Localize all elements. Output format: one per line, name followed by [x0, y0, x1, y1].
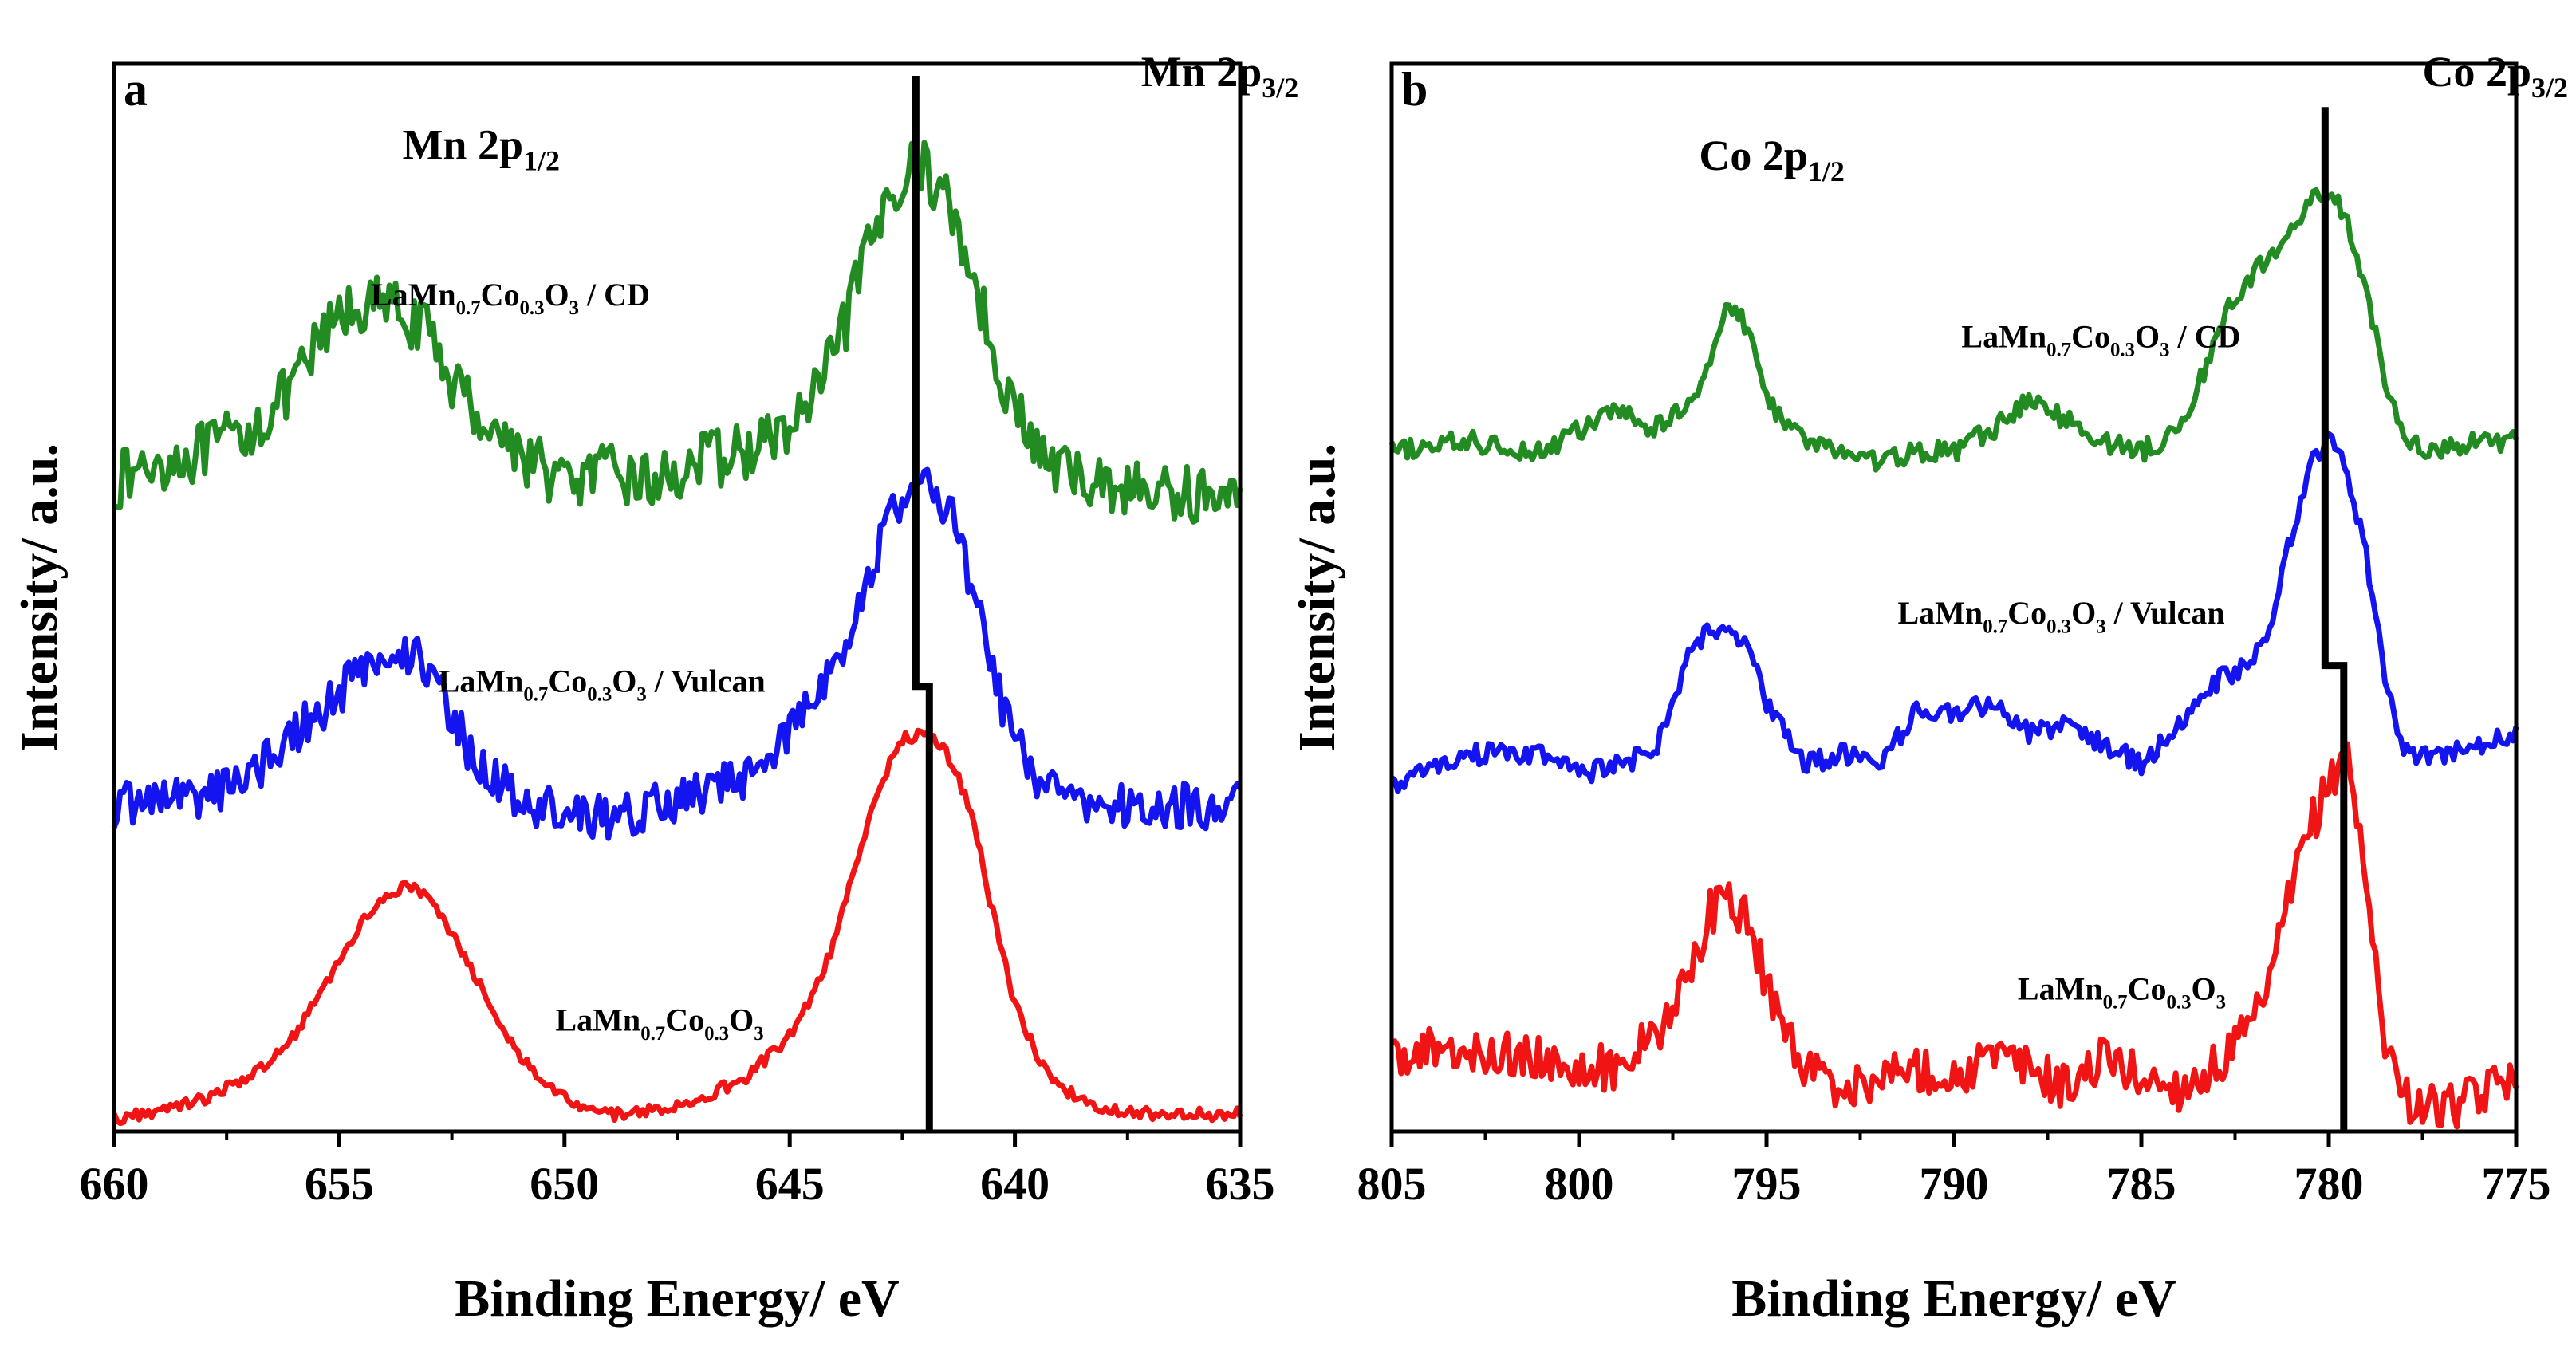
panel-a-x-tick-label: 635 [1206, 1158, 1275, 1210]
panel-b-series-label-3: LaMn0.7Co0.3O3 [2018, 970, 2226, 1013]
panel-b-series-label-1: LaMn0.7Co0.3O3 / CD [1961, 318, 2240, 360]
panel-a-peak-label-2p3/2: Mn 2p3/2 [1141, 48, 1299, 104]
panel-b-series-line-1 [1388, 187, 2519, 473]
panel-b-series-labels: LaMn0.7Co0.3O3 / CD LaMn0.7Co0.3O3 / Vulc… [1898, 318, 2241, 1013]
panel-a-series-label-2: LaMn0.7Co0.3O3 / Vulcan [439, 663, 766, 705]
panel-a-axes-frame [112, 61, 1243, 1134]
panel-a-series-line-2 [111, 466, 1243, 841]
panel-a-x-tick-label: 650 [530, 1158, 599, 1210]
panel-b-x-tick-label: 775 [2482, 1158, 2551, 1210]
panel-a-x-ticks: 660 655 650 645 640 635 [80, 1132, 1275, 1210]
panel-b-x-tick-label: 780 [2294, 1158, 2364, 1210]
panel-b-x-tick-label: 805 [1357, 1158, 1427, 1210]
panel-b-x-ticks: 805 800 795 790 785 780 775 [1357, 1132, 2551, 1210]
panel-a-series-line-1 [112, 140, 1243, 525]
panel-a-x-axis-label: Binding Energy/ eV [455, 1269, 899, 1328]
panel-a-reference-marker [912, 76, 933, 1132]
panel-a-peak-label-2p1/2: Mn 2p1/2 [402, 121, 560, 177]
panel-b-x-tick-label: 795 [1732, 1158, 1802, 1210]
panel-b-x-tick-label: 785 [2107, 1158, 2176, 1210]
panel-b-x-axis-label: Binding Energy/ eV [1731, 1269, 2176, 1328]
panel-b-x-tick-label: 790 [1920, 1158, 1989, 1210]
panel-a-reference-line [912, 76, 933, 1132]
panel-a-y-axis-label: Intensity/ a.u. [10, 443, 69, 752]
panel-a-series-label-3: LaMn0.7Co0.3O3 [556, 1002, 764, 1045]
panel-a-x-tick-label: 655 [305, 1158, 374, 1210]
panel-b-x-tick-label: 800 [1545, 1158, 1614, 1210]
panel-a-x-tick-label: 660 [80, 1158, 149, 1210]
panel-b-reference-line [2321, 107, 2348, 1132]
panel-b-y-axis-label: Intensity/ a.u. [1288, 443, 1346, 752]
panel-a-series-label-1: LaMn0.7Co0.3O3 / CD [371, 277, 650, 319]
panel-a-series [111, 140, 1243, 1127]
panel-b-letter: b [1401, 63, 1428, 116]
panel-b-series [1388, 187, 2519, 1130]
panel-b-series-line-2 [1389, 431, 2519, 795]
panel-a-x-tick-label: 640 [980, 1158, 1050, 1210]
panel-b: 805 800 795 790 785 780 775 LaMn0.7Co0.3O3 / C… [1288, 48, 2568, 1328]
panel-a-x-tick-label: 645 [755, 1158, 825, 1210]
panel-b-peak-label-2p3/2: Co 2p3/2 [2423, 48, 2569, 104]
panel-b-series-label-2: LaMn0.7Co0.3O3 / Vulcan [1898, 595, 2225, 637]
panel-b-peak-label-2p1/2: Co 2p1/2 [1699, 132, 1845, 187]
panel-a-series-labels: LaMn0.7Co0.3O3 / CD LaMn0.7Co0.3O3 / Vulc… [371, 277, 766, 1045]
panel-a-letter: a [124, 63, 148, 116]
panel-a-series-line-3 [111, 727, 1243, 1127]
panel-b-series-line-3 [1390, 741, 2519, 1130]
panel-a: 660 655 650 645 640 635 LaMn0.7Co0.3O3 / CDLa… [10, 48, 1298, 1328]
panel-b-reference-marker [2321, 107, 2348, 1132]
